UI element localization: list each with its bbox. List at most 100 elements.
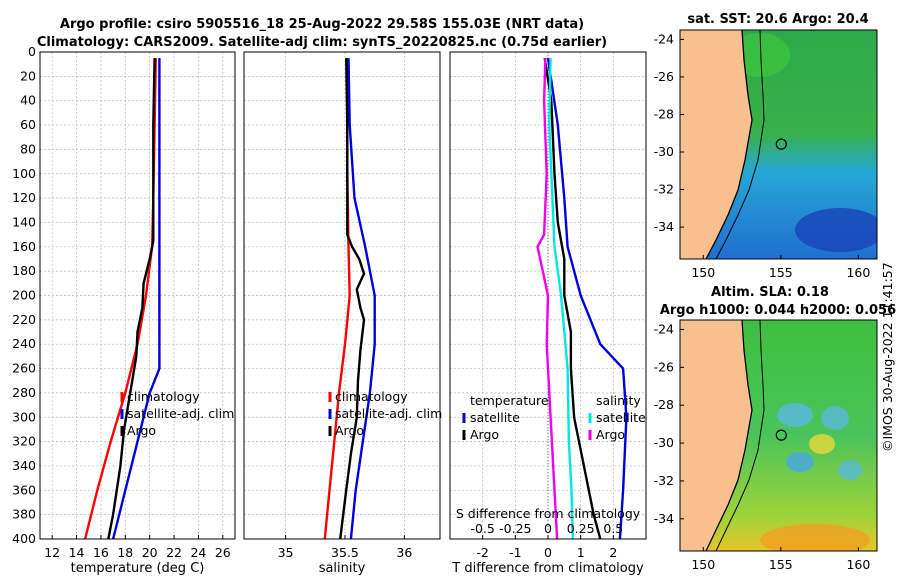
map-x-tick-label: 160: [846, 557, 870, 572]
salinity-panel: 35 35.5 36 salinity climatology satellite-adj…: [243, 51, 442, 576]
sla-warm-south: [760, 524, 870, 551]
sst-map: sat. SST: 20.6 Argo: 20.4 150 155 160 -24 -2…: [654, 12, 878, 280]
y-tick-label: 60: [20, 117, 36, 132]
series-line-argo: [339, 58, 366, 540]
legend-label: Argo: [335, 423, 364, 438]
x-tick-label: 12: [44, 545, 60, 560]
y-tick-label: 140: [12, 214, 36, 229]
figure-title-line1: Argo profile: csiro 5905516_18 25-Aug-20…: [60, 17, 584, 32]
sst-argo-marker: [775, 138, 787, 150]
y-tick-label: 160: [12, 239, 36, 254]
sst-cool-patch: [795, 208, 877, 252]
map-y-tick-label: -24: [654, 31, 674, 46]
series-line-climatology: [323, 58, 351, 540]
legend-label: satellite: [470, 410, 520, 425]
series-line-satellite-adj-clim: [111, 58, 161, 540]
footer-stamp: ©IMOS 30-Aug-2022 11:41:57: [880, 262, 895, 452]
y-tick-label: 40: [20, 93, 36, 108]
x-tick-label: 18: [117, 545, 133, 560]
y-tick-label: 360: [12, 482, 36, 497]
sla-map-title-line1: Altim. SLA: 0.18: [711, 285, 829, 300]
map-x-tick-label: 155: [769, 265, 793, 280]
map-y-tick-label: -28: [654, 397, 674, 412]
sla-coastline: [705, 320, 753, 551]
sla-map: Altim. SLA: 0.18 Argo h1000: 0.044 h2000…: [654, 285, 897, 572]
x-tick-label: 1: [577, 545, 585, 560]
top-axis-label: S difference from climatology: [456, 506, 641, 521]
map-y-tick-label: -26: [654, 69, 674, 84]
figure-title-line2: Climatology: CARS2009. Satellite-adj cli…: [37, 35, 607, 50]
map-y-tick-label: -28: [654, 106, 674, 121]
top-tick-label: 0.25: [567, 521, 595, 536]
legend-label: satellite: [596, 410, 646, 425]
legend-label: satellite-adj. clim: [335, 406, 442, 421]
map-y-tick-label: -34: [654, 511, 674, 526]
top-tick-label: -0.5: [470, 521, 494, 536]
x-tick-label: 20: [142, 545, 158, 560]
x-tick-label: 36: [396, 545, 412, 560]
x-axis-label: T difference from climatology: [451, 561, 644, 576]
legend-title-salinity: salinity: [596, 393, 641, 408]
y-tick-label: 180: [12, 263, 36, 278]
series-line-s-satellite: [548, 58, 574, 540]
x-tick-label: 16: [93, 545, 109, 560]
x-tick-label: 35.5: [331, 545, 359, 560]
sst-shelf-contour: [715, 30, 765, 259]
x-tick-label: 0: [544, 545, 552, 560]
sla-argo-marker: [775, 429, 787, 441]
y-tick-label: 380: [12, 507, 36, 522]
sst-map-title: sat. SST: 20.6 Argo: 20.4: [687, 12, 868, 27]
sla-cool-eddy-1: [777, 403, 813, 427]
x-tick-label: 22: [166, 545, 182, 560]
y-tick-label: 300: [12, 409, 36, 424]
sst-coastline: [705, 30, 753, 259]
y-tick-label: 260: [12, 361, 36, 376]
legend-label: Argo: [470, 427, 499, 442]
y-tick-label: 0: [28, 44, 36, 59]
sst-land: [680, 30, 752, 259]
y-tick-label: 220: [12, 312, 36, 327]
sla-warm-eddy: [809, 434, 835, 454]
legend-label: Argo: [596, 427, 625, 442]
map-x-tick-label: 155: [769, 557, 793, 572]
sst-map-frame: [679, 29, 878, 260]
sla-land: [680, 320, 752, 551]
legend-label: satellite-adj. clim: [127, 406, 234, 421]
panel-frame: [39, 51, 236, 540]
sla-cool-eddy-4: [838, 460, 862, 480]
legend-label: Argo: [127, 423, 156, 438]
map-x-tick-label: 160: [846, 265, 870, 280]
x-tick-label: -2: [476, 545, 488, 560]
top-tick-label: -0.25: [499, 521, 531, 536]
y-tick-label: 120: [12, 190, 36, 205]
map-y-tick-label: -30: [654, 435, 674, 450]
map-y-tick-label: -26: [654, 359, 674, 374]
map-y-tick-label: -34: [654, 219, 674, 234]
sla-cool-eddy-2: [821, 406, 849, 430]
y-tick-label: 400: [12, 531, 36, 546]
legend-title-temperature: temperature: [470, 393, 549, 408]
map-x-tick-label: 150: [691, 557, 715, 572]
y-tick-label: 340: [12, 458, 36, 473]
series-line-t-satellite: [546, 57, 628, 540]
x-tick-label: -1: [509, 545, 521, 560]
y-tick-label: 100: [12, 166, 36, 181]
legend-label: climatology: [335, 389, 408, 404]
x-axis-label: salinity: [319, 561, 366, 576]
difference-panel: -2 -1 0 1 2T difference from climatology temp…: [449, 51, 647, 576]
x-axis-label: temperature (deg C): [71, 561, 205, 576]
series-line-argo: [107, 58, 156, 540]
y-tick-label: 20: [20, 68, 36, 83]
map-x-tick-label: 150: [691, 265, 715, 280]
sla-cool-eddy-3: [786, 452, 814, 472]
sla-shelf-contour: [715, 320, 765, 551]
y-tick-label: 320: [12, 434, 36, 449]
series-line-satellite-adj-clim: [347, 58, 376, 540]
top-tick-label: 0.5: [603, 521, 623, 536]
map-y-tick-label: -32: [654, 182, 674, 197]
panel-frame: [243, 51, 441, 540]
top-tick-label: 0: [544, 521, 552, 536]
series-line-s-argo: [536, 58, 559, 540]
legend-label: climatology: [127, 389, 200, 404]
